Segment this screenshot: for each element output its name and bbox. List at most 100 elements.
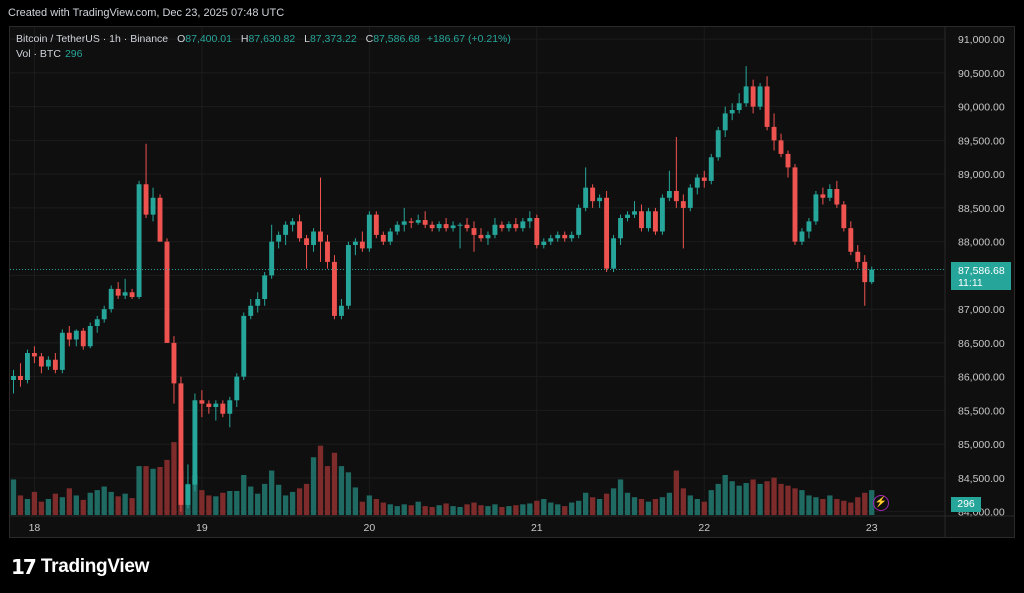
- volume-bar: [541, 499, 547, 515]
- candle-body: [59, 332, 65, 370]
- candle-body: [659, 197, 665, 232]
- candle-body: [290, 221, 296, 225]
- candle-body: [715, 130, 721, 158]
- candle-body: [555, 234, 561, 239]
- open-value: 87,400.01: [185, 33, 232, 45]
- volume-bar: [213, 496, 219, 515]
- volume-bar: [143, 466, 149, 515]
- symbol-title: Bitcoin / TetherUS · 1h · Binance: [16, 33, 169, 45]
- volume-bar: [345, 472, 352, 515]
- volume-bar: [164, 459, 170, 515]
- candle-body: [31, 353, 37, 357]
- y-tick-label: 86,000.00: [958, 372, 1005, 384]
- volume-bar: [862, 492, 868, 515]
- volume-bar: [296, 488, 303, 515]
- x-tick-label: 22: [698, 522, 710, 534]
- volume-label: Vol · BTC: [16, 48, 61, 60]
- candle-body: [318, 231, 323, 242]
- volume-bar: [52, 493, 59, 515]
- y-tick-label: 88,000.00: [958, 237, 1005, 249]
- volume-bar: [31, 491, 38, 515]
- volume-bar: [45, 499, 52, 515]
- volume-bar: [269, 470, 275, 515]
- candle-body: [297, 221, 303, 239]
- candle-body: [541, 241, 547, 246]
- y-tick-label: 87,000.00: [958, 304, 1005, 316]
- candle-body: [443, 224, 449, 229]
- candle-body: [764, 86, 770, 127]
- y-tick-label: 90,000.00: [958, 102, 1005, 114]
- x-tick-label: 23: [866, 522, 878, 534]
- volume-bar: [499, 507, 505, 515]
- candle-body: [848, 228, 854, 252]
- volume-bar: [255, 493, 261, 515]
- chart-frame[interactable]: [9, 26, 1015, 538]
- y-tick-label: 90,500.00: [958, 68, 1005, 80]
- volume-bar: [331, 452, 338, 515]
- candle-body: [583, 187, 589, 208]
- y-tick-label: 88,500.00: [958, 203, 1005, 215]
- volume-bar: [24, 499, 31, 515]
- candle-body: [338, 305, 344, 316]
- high-label: H: [240, 33, 249, 45]
- candle-body: [25, 353, 30, 381]
- candle-body: [464, 224, 470, 229]
- volume-bar: [736, 485, 742, 515]
- volume-bar: [792, 488, 798, 515]
- candle-body: [841, 204, 847, 229]
- candle-body: [869, 269, 875, 283]
- candle-body: [115, 288, 121, 296]
- candle-body: [101, 309, 107, 320]
- y-tick-label: 89,000.00: [958, 169, 1005, 181]
- candle-body: [450, 225, 456, 229]
- candle-body: [646, 211, 651, 229]
- created-with-text: Created with TradingView.com, Dec 23, 20…: [8, 7, 285, 19]
- volume-bar: [722, 475, 728, 515]
- volume-bar: [10, 479, 17, 515]
- volume-bar: [101, 486, 107, 515]
- brand-name: TradingView: [40, 556, 150, 577]
- candle-body: [785, 153, 791, 168]
- candle-body: [283, 224, 289, 235]
- candle-body: [729, 110, 735, 114]
- y-tick-label: 85,500.00: [958, 405, 1005, 417]
- volume-bar: [303, 483, 310, 515]
- volume-bar: [799, 490, 805, 515]
- candle-body: [687, 187, 693, 208]
- volume-bar: [576, 500, 582, 515]
- volume-bar: [422, 506, 428, 515]
- volume-bar: [848, 502, 854, 515]
- volume-bar: [785, 485, 791, 515]
- volume-bar: [694, 499, 700, 515]
- volume-bar: [66, 488, 72, 515]
- candle-body: [499, 224, 505, 229]
- y-tick-label: 91,000.00: [958, 34, 1005, 46]
- volume-bar: [610, 488, 617, 515]
- candle-body: [625, 214, 630, 219]
- candle-body: [276, 234, 282, 242]
- candle-body: [639, 211, 644, 229]
- volume-bar: [394, 506, 400, 515]
- volume-bar: [150, 468, 156, 515]
- candle-body: [262, 275, 268, 300]
- candle-body: [618, 218, 623, 239]
- lightning-icon[interactable]: ⚡: [873, 495, 889, 511]
- volume-bar: [234, 491, 240, 515]
- candle-body: [241, 315, 247, 377]
- candle-body: [136, 184, 142, 297]
- volume-bar: [38, 501, 45, 515]
- candle-body: [66, 332, 72, 340]
- candle-body: [234, 376, 240, 401]
- volume-legend: Vol · BTC 296: [16, 48, 82, 60]
- candle-body: [108, 288, 114, 310]
- volume-bar: [450, 506, 456, 515]
- candle-body: [129, 292, 135, 297]
- volume-bar: [652, 499, 659, 515]
- volume-bar: [324, 466, 331, 515]
- candle-body: [422, 220, 428, 225]
- volume-bar: [687, 495, 693, 515]
- candle-body: [485, 234, 491, 239]
- volume-bar: [715, 483, 721, 515]
- candle-body: [792, 167, 798, 242]
